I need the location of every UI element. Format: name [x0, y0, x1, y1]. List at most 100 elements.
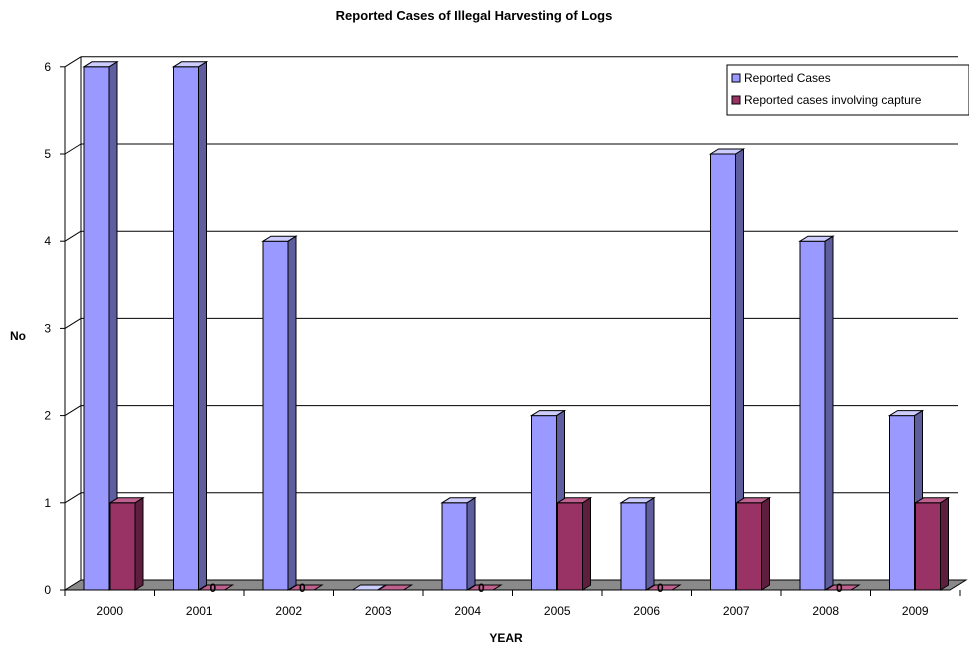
gridline-diagonal: [64, 56, 82, 68]
bar-reported-cases-front: [173, 66, 199, 591]
bar-capture-cases-side: [134, 496, 144, 591]
bar-reported-cases: [171, 60, 209, 591]
x-ticks: 2000 2001 2002 2003 2004 2005 2006 2007 2008 2009: [64, 590, 961, 618]
x-tick-label: 2006: [633, 604, 660, 618]
y-ticks: 0 1 2 3 4 5 6: [44, 60, 65, 597]
y-tick-label: 2: [44, 409, 51, 423]
bar-reported-cases-side: [824, 235, 834, 591]
bar-reported-cases-top: [619, 497, 656, 504]
x-tick-label: 2007: [723, 604, 750, 618]
bar-reported-cases-top: [529, 410, 567, 417]
bar-reported-cases: [708, 148, 746, 591]
bar-capture-cases-top: [376, 584, 414, 591]
bar-capture-cases-top: [645, 584, 682, 591]
data-label-zero: 0: [299, 581, 306, 595]
x-tick-label: 2009: [902, 604, 929, 618]
y-tick-label: 0: [44, 583, 51, 597]
bar-reported-cases: [261, 235, 298, 591]
y-tick-label: 4: [44, 234, 51, 248]
gridline-diagonal: [64, 230, 82, 242]
data-label-zero: 0: [210, 581, 217, 595]
bar-reported-cases-front: [620, 502, 647, 591]
bar-capture-cases-top: [913, 497, 951, 504]
bar-reported-cases: [619, 496, 656, 591]
bar-capture-cases-top: [555, 497, 593, 504]
y-tick-label: 6: [44, 60, 51, 74]
bar-reported-cases-side: [287, 235, 297, 591]
bar-reported-cases-top: [350, 584, 388, 591]
bar-capture-cases-front: [736, 502, 762, 591]
bar-capture-cases-side: [940, 496, 949, 591]
bar-reported-cases-top: [798, 235, 835, 242]
bar-capture-cases-top: [466, 584, 503, 591]
bar-reported-cases-side: [466, 496, 476, 591]
bar-reported-cases: [798, 235, 835, 591]
bar-capture-cases: [913, 496, 951, 591]
x-tick-label: 2004: [454, 604, 481, 618]
x-tick-label: 2003: [365, 604, 392, 618]
bar-reported-cases-side: [198, 60, 207, 591]
x-tick-label: 2002: [275, 604, 302, 618]
bar-capture-cases-top: [108, 497, 145, 504]
bar-reported-cases-front: [710, 153, 736, 591]
y-tick-label: 1: [44, 496, 51, 510]
bar-reported-cases-side: [645, 496, 655, 591]
data-label-zero: 0: [836, 581, 843, 595]
gridline-diagonal: [64, 492, 82, 504]
bar-capture-cases: [824, 584, 861, 591]
bar-reported-cases-front: [889, 415, 915, 591]
bars: 0 0 0 0 0: [82, 60, 951, 595]
x-tick-label: 2008: [812, 604, 839, 618]
bar-reported-cases-front: [531, 415, 557, 591]
x-tick-label: 2000: [96, 604, 123, 618]
bar-reported-cases-top: [708, 148, 746, 155]
data-label-zero: 0: [657, 581, 664, 595]
bar-capture-cases: [108, 496, 145, 591]
gridline-diagonal: [64, 143, 82, 155]
x-axis-label: YEAR: [489, 631, 523, 645]
y-tick-label: 3: [44, 321, 51, 335]
bar-capture-cases: [645, 584, 682, 591]
legend: Reported Cases Reported cases involving …: [726, 64, 969, 116]
bar-capture-cases-front: [557, 502, 583, 591]
bar-reported-cases-front: [262, 240, 289, 591]
gridline-diagonal: [64, 405, 82, 417]
bar-capture-cases-side: [582, 496, 591, 591]
bar-capture-cases: [376, 584, 414, 591]
bar-reported-cases-front: [799, 240, 826, 591]
y-axis-label: No: [10, 329, 26, 343]
y-tick-label: 5: [44, 147, 51, 161]
bar-reported-cases-top: [171, 61, 209, 68]
bar-capture-cases-front: [109, 502, 136, 591]
bar-reported-cases-top: [887, 410, 925, 417]
legend-swatch-capture-cases: [731, 95, 741, 105]
bar-capture-cases-top: [197, 584, 235, 591]
bar-capture-cases: [734, 496, 772, 591]
bar-capture-cases-top: [824, 584, 861, 591]
bar-capture-cases: [197, 584, 235, 591]
legend-box: [726, 64, 969, 116]
legend-label-reported-cases: Reported Cases: [744, 71, 831, 85]
data-label-zero: 0: [478, 581, 485, 595]
bar-reported-cases-front: [441, 502, 468, 591]
bar-reported-cases-front: [83, 66, 110, 591]
legend-label-capture-cases: Reported cases involving capture: [744, 93, 922, 107]
legend-swatch-reported-cases: [731, 73, 741, 83]
bar-reported-cases-top: [440, 497, 477, 504]
bar-reported-cases: [82, 60, 119, 591]
bar-capture-cases: [555, 496, 593, 591]
bar-capture-cases-side: [761, 496, 770, 591]
gridline-diagonal: [64, 317, 82, 329]
bar-capture-cases-top: [734, 497, 772, 504]
chart-title: Reported Cases of Illegal Harvesting of …: [336, 8, 613, 23]
bar-capture-cases: [466, 584, 503, 591]
x-tick-label: 2001: [186, 604, 213, 618]
bar-reported-cases-top: [82, 61, 119, 68]
bar-capture-cases-front: [915, 502, 941, 591]
bar-reported-cases: [350, 584, 388, 591]
bar-reported-cases-top: [261, 235, 298, 242]
bar-capture-cases-top: [287, 584, 324, 591]
bar-reported-cases: [440, 496, 477, 591]
x-tick-label: 2005: [544, 604, 571, 618]
